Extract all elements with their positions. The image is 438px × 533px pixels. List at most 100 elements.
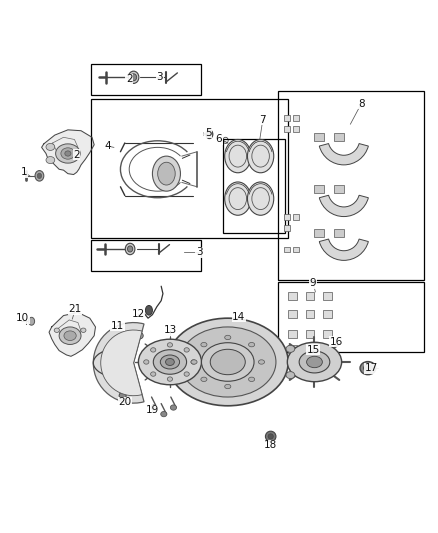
Text: 17: 17 [365,363,378,373]
Text: 16: 16 [330,337,343,347]
Bar [314,133,324,141]
Bar [334,229,344,237]
Ellipse shape [125,243,135,255]
Ellipse shape [167,343,173,347]
Bar [293,247,299,253]
Ellipse shape [170,405,177,410]
Ellipse shape [225,182,251,215]
Bar [288,310,297,318]
Text: 18: 18 [264,440,277,450]
Ellipse shape [201,342,207,347]
Text: 2: 2 [126,74,133,84]
Ellipse shape [191,360,196,364]
Bar [284,115,290,121]
Ellipse shape [64,331,76,341]
Bar [284,225,290,231]
Polygon shape [42,130,94,174]
Ellipse shape [128,71,139,84]
Text: 11: 11 [111,321,124,330]
Ellipse shape [127,246,133,252]
Ellipse shape [54,328,60,333]
Ellipse shape [151,405,157,410]
Ellipse shape [46,143,55,150]
Bar [293,126,299,132]
Wedge shape [319,195,368,216]
Bar [334,185,344,193]
Ellipse shape [37,173,42,179]
Ellipse shape [286,372,295,378]
Bar [306,330,314,338]
Ellipse shape [307,356,322,368]
Ellipse shape [131,74,137,81]
Ellipse shape [151,348,156,352]
Polygon shape [49,312,95,356]
Text: 4: 4 [104,141,111,151]
Text: 12: 12 [131,309,145,319]
Ellipse shape [65,151,71,156]
Bar [91,240,201,271]
Bar [314,185,324,193]
Ellipse shape [167,377,173,381]
Ellipse shape [152,156,180,191]
Ellipse shape [167,318,288,406]
Bar [334,133,344,141]
Ellipse shape [247,182,274,215]
Bar [284,214,290,220]
Ellipse shape [364,365,372,372]
Text: 10: 10 [16,313,29,323]
Ellipse shape [286,345,295,352]
Bar [314,229,324,237]
Ellipse shape [46,157,55,164]
Ellipse shape [158,162,175,185]
Ellipse shape [59,327,81,344]
Ellipse shape [248,377,254,382]
Ellipse shape [160,355,180,369]
Ellipse shape [191,360,197,364]
Text: 8: 8 [358,99,365,109]
Ellipse shape [144,360,149,364]
Bar [284,126,290,132]
Text: 15: 15 [307,345,320,355]
Ellipse shape [161,411,167,417]
Bar [278,91,424,280]
Ellipse shape [225,140,251,173]
Bar [91,99,288,238]
Ellipse shape [299,351,330,373]
Bar [306,310,314,318]
Ellipse shape [153,350,187,374]
Text: 13: 13 [163,325,177,335]
Ellipse shape [166,359,174,366]
Ellipse shape [28,317,35,325]
Bar [323,330,332,338]
Ellipse shape [360,361,376,375]
Ellipse shape [210,349,245,375]
Wedge shape [319,239,368,260]
Ellipse shape [180,327,276,397]
Bar [323,310,332,318]
Ellipse shape [268,434,273,439]
Text: 2: 2 [73,150,80,160]
Bar [278,282,424,352]
Bar [284,247,290,253]
Bar [293,115,299,121]
Text: 1: 1 [21,167,28,177]
Bar [288,292,297,300]
Ellipse shape [201,377,207,382]
Ellipse shape [258,360,265,364]
Wedge shape [319,143,368,165]
Text: 20: 20 [118,397,131,407]
Ellipse shape [119,392,126,399]
Bar [323,292,332,300]
Text: 7: 7 [259,115,266,125]
Ellipse shape [287,342,342,382]
Ellipse shape [56,144,80,163]
Bar [306,345,314,353]
Ellipse shape [151,372,156,376]
Wedge shape [93,322,144,403]
Ellipse shape [184,348,189,352]
Ellipse shape [225,384,231,389]
Ellipse shape [184,372,189,376]
Text: 6: 6 [215,134,223,144]
Ellipse shape [35,171,44,181]
Ellipse shape [138,339,201,385]
